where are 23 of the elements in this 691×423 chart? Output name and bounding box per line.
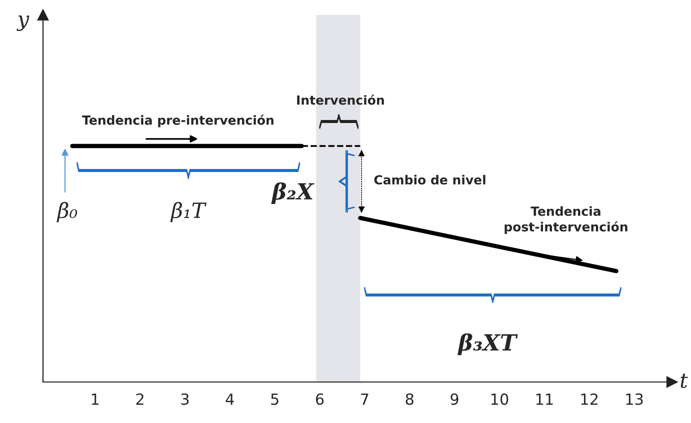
x-tick-label: 11 — [536, 394, 553, 405]
x-tick-label: 4 — [226, 394, 234, 405]
x-tick-label: 6 — [316, 393, 324, 405]
x-tick-label: 5 — [271, 394, 278, 405]
text: y — [16, 16, 30, 31]
x-tick-label: 3 — [181, 393, 189, 405]
x-tick-label: 12 — [581, 393, 598, 405]
band-label: Intervención — [297, 94, 384, 105]
annotation: β₀ — [56, 202, 78, 222]
x-tick-label: 13 — [626, 393, 643, 405]
text: Tendencia pre-intervención — [82, 114, 274, 128]
annotation: β₂X — [271, 182, 314, 204]
annotation: β₁T — [170, 202, 207, 222]
x-tick-label: 8 — [406, 393, 414, 405]
x-tick-label: 10 — [491, 393, 508, 405]
annotation: β₃XT — [458, 333, 518, 356]
annotation: Cambio de nivel — [374, 174, 486, 185]
x-tick-label: 1 — [92, 394, 99, 405]
x-tick-label: 9 — [450, 393, 458, 405]
x-axis-title: t — [680, 374, 688, 388]
x-tick-label: 2 — [136, 393, 144, 405]
annotation: Tendencia post-intervención — [504, 206, 628, 234]
x-tick-label: 7 — [361, 394, 368, 405]
